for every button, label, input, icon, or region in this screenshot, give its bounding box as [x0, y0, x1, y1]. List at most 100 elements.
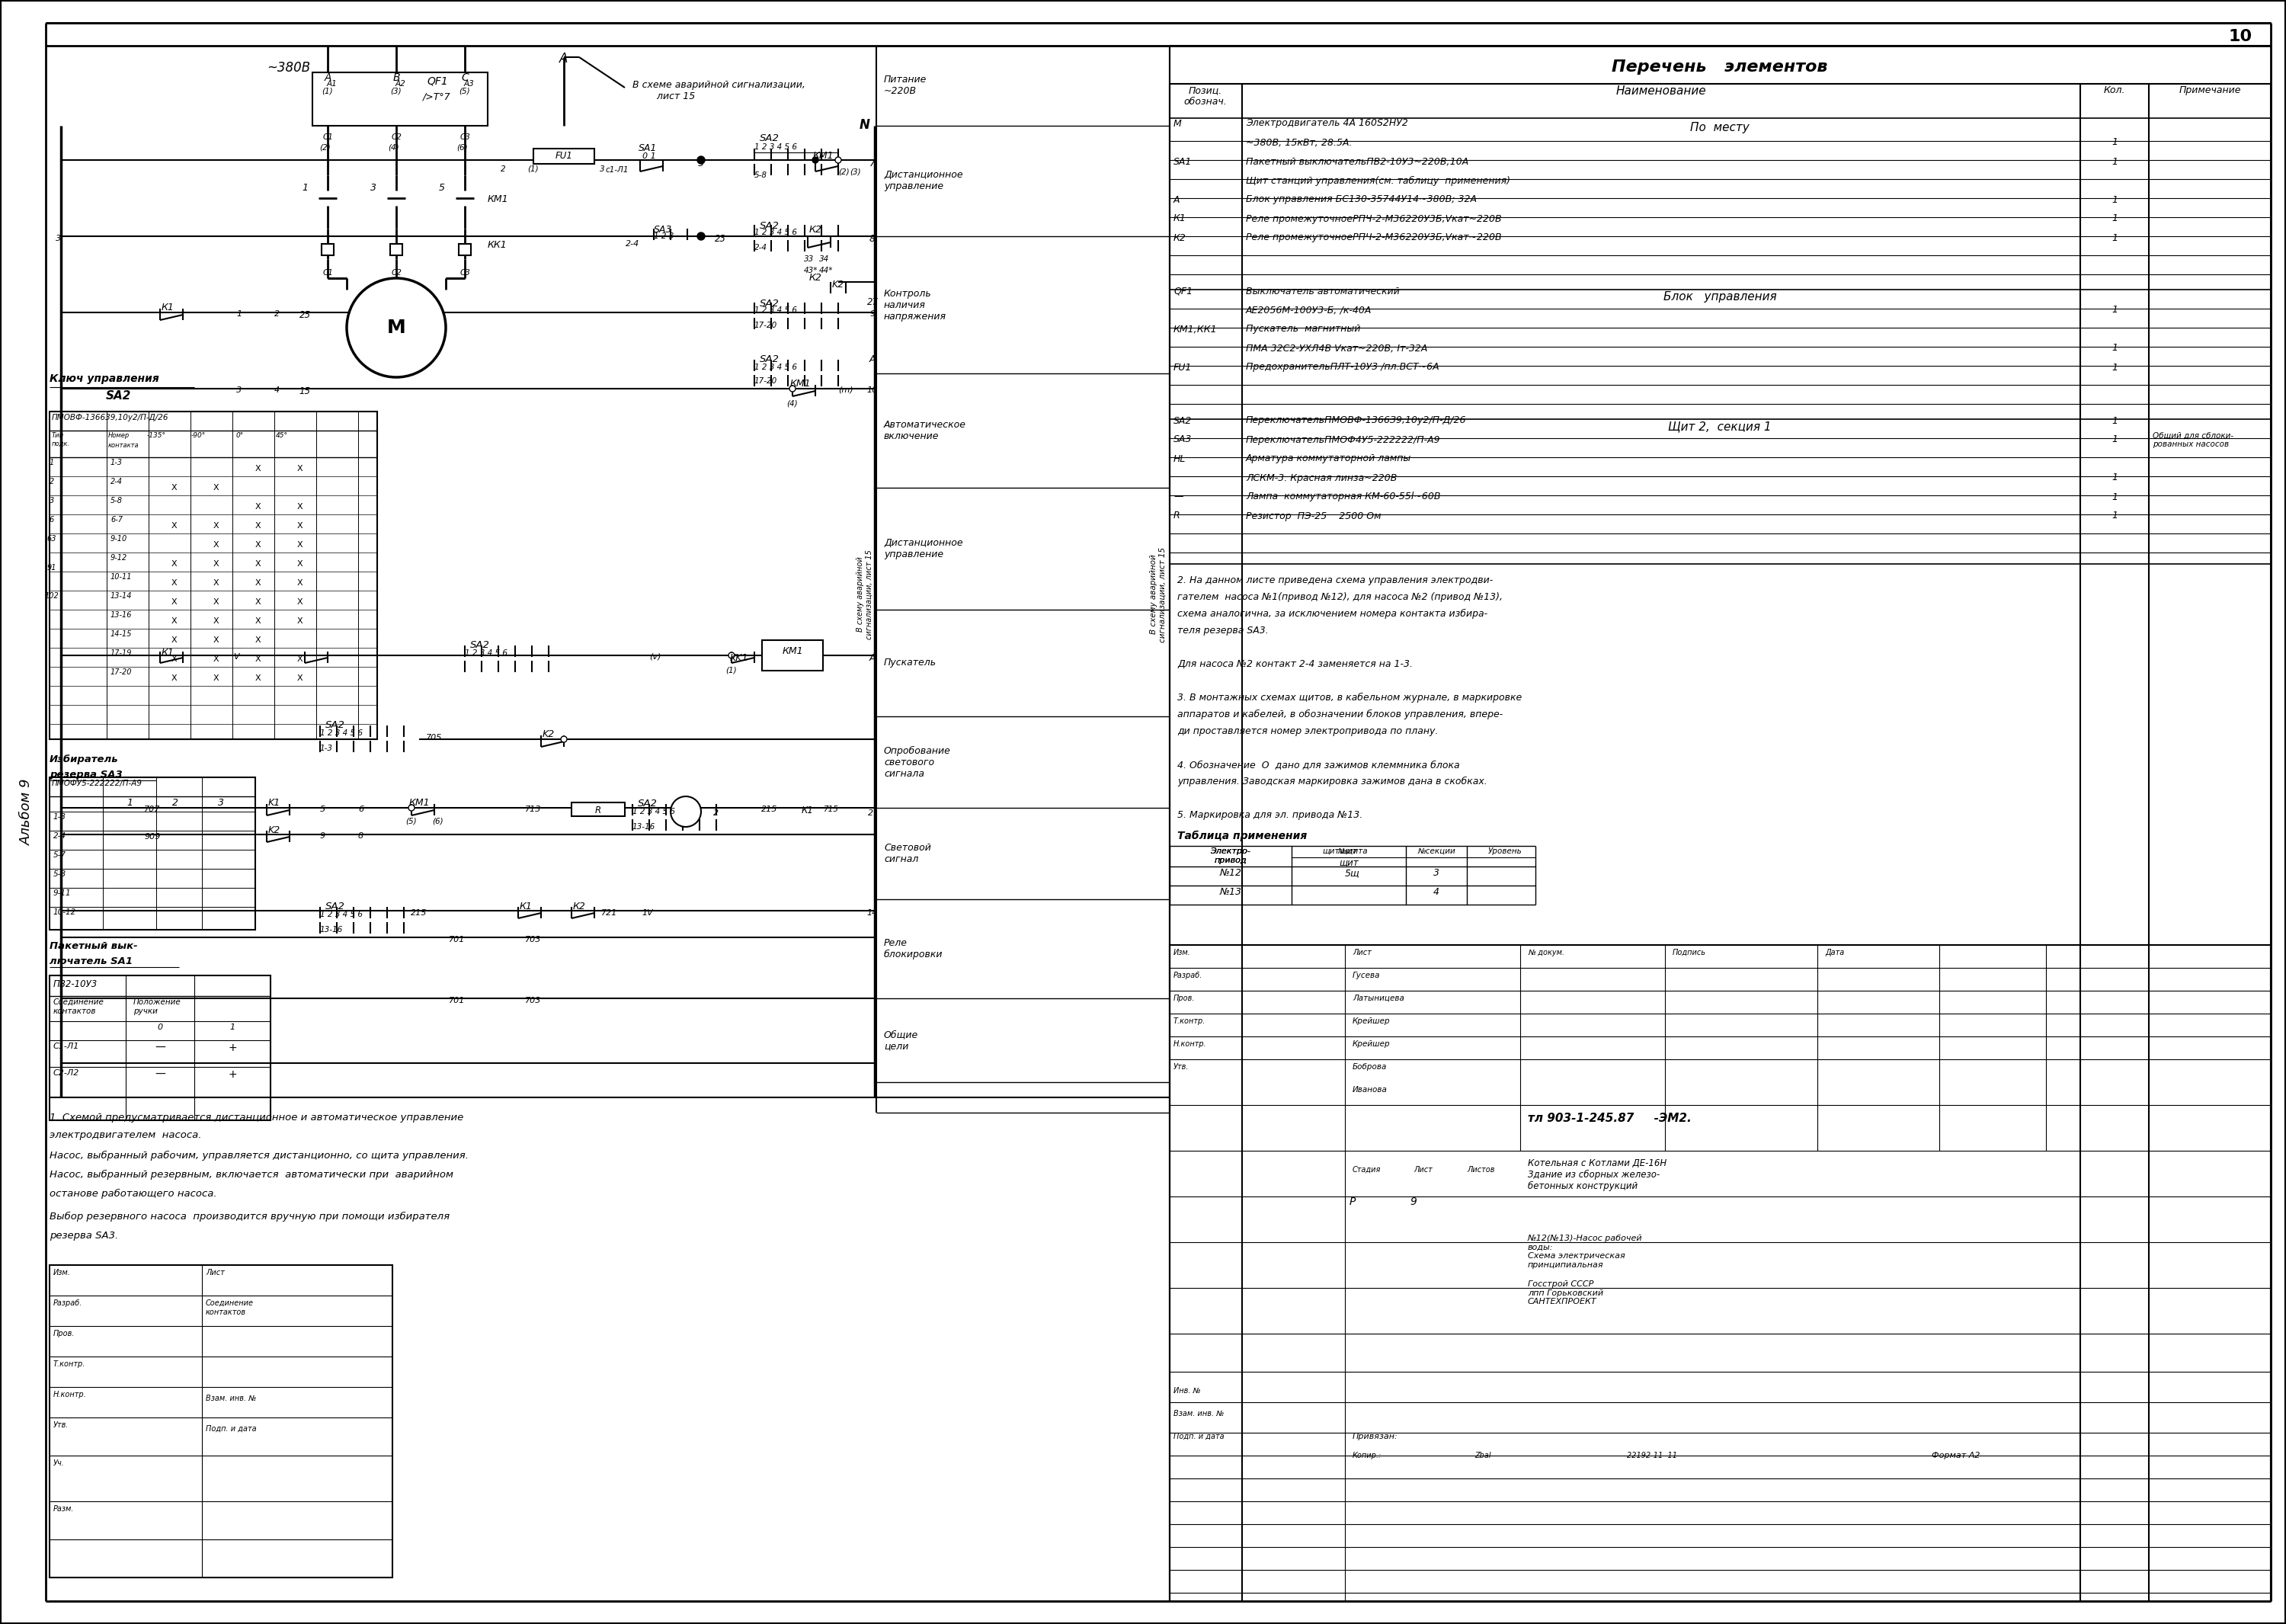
Text: ЛСКМ-3. Красная линза~220В: ЛСКМ-3. Красная линза~220В	[1246, 473, 1397, 482]
Text: QF1: QF1	[1173, 286, 1193, 296]
Text: Реле
блокировки: Реле блокировки	[885, 939, 942, 960]
Text: FU1: FU1	[1173, 362, 1191, 372]
Text: (3): (3)	[850, 167, 862, 175]
Text: Примечание: Примечание	[2179, 86, 2240, 96]
Text: А2: А2	[395, 80, 405, 88]
Text: 3: 3	[1433, 867, 1440, 879]
Text: Уч.: Уч.	[53, 1460, 64, 1466]
Text: 1. Схемой предусматривается дистанционное и автоматическое управление: 1. Схемой предусматривается дистанционно…	[50, 1112, 464, 1122]
Text: Крейшер: Крейшер	[1353, 1041, 1390, 1047]
Text: С3: С3	[459, 270, 471, 276]
Text: Общий для сблоки-
рованных насосов: Общий для сблоки- рованных насосов	[2153, 432, 2233, 448]
Text: X: X	[297, 560, 302, 568]
Text: Лист: Лист	[1413, 1166, 1433, 1174]
Text: 9-12: 9-12	[110, 554, 128, 562]
Text: 215: 215	[411, 909, 427, 918]
Text: —: —	[155, 1069, 165, 1080]
Text: Латыницева: Латыницева	[1353, 994, 1404, 1002]
Text: (m): (m)	[839, 387, 853, 395]
Text: SA2: SA2	[759, 354, 780, 364]
Text: 14-15: 14-15	[110, 630, 133, 638]
Text: 25: 25	[299, 310, 311, 320]
Text: X: X	[171, 674, 176, 682]
Text: ПМОФУ5-222222/П-А9: ПМОФУ5-222222/П-А9	[53, 780, 142, 788]
Bar	[459, 244, 471, 255]
Text: 1V: 1V	[642, 909, 654, 918]
Text: X: X	[213, 484, 219, 492]
Text: 713: 713	[526, 806, 542, 814]
Circle shape	[409, 806, 414, 810]
Text: Реле промежуточноеРПЧ-2-М36220У3Б,Vкат~220В: Реле промежуточноеРПЧ-2-М36220У3Б,Vкат~2…	[1246, 232, 1502, 242]
Text: Для насоса №2 контакт 2-4 заменяется на 1-3.: Для насоса №2 контакт 2-4 заменяется на …	[1177, 659, 1413, 669]
Circle shape	[670, 796, 702, 827]
Text: К1: К1	[162, 302, 174, 312]
Text: 1 2 3 4 5 6: 1 2 3 4 5 6	[320, 911, 363, 918]
Text: X: X	[297, 598, 302, 606]
Text: Изм.: Изм.	[53, 1268, 71, 1276]
Text: Пакетный вык-: Пакетный вык-	[50, 942, 137, 952]
Text: Автоматическое
включение: Автоматическое включение	[885, 421, 967, 442]
Text: 1: 1	[302, 184, 309, 193]
Bar	[50, 1265, 393, 1577]
Text: 2: 2	[713, 809, 720, 817]
Text: К2: К2	[809, 273, 821, 283]
Text: Перечень   элементов: Перечень элементов	[1612, 60, 1829, 75]
Text: 0 1: 0 1	[642, 153, 656, 161]
Text: (1): (1)	[528, 166, 539, 174]
Text: Разраб.: Разраб.	[53, 1299, 82, 1307]
Text: X: X	[297, 617, 302, 625]
Text: A: A	[560, 52, 569, 65]
Text: SA2: SA2	[638, 799, 658, 809]
Text: Ключ управления: Ключ управления	[50, 374, 160, 385]
Text: (6): (6)	[457, 143, 469, 151]
Text: 44*: 44*	[818, 266, 832, 274]
Text: R: R	[1173, 512, 1180, 521]
Text: 2-4: 2-4	[110, 477, 123, 486]
Text: N: N	[860, 119, 871, 132]
Text: 5-7: 5-7	[53, 851, 66, 859]
Text: 13-16: 13-16	[110, 611, 133, 619]
Text: Лист: Лист	[206, 1268, 224, 1276]
Text: K2: K2	[267, 825, 281, 835]
Text: SA2: SA2	[105, 390, 130, 401]
Text: 10-12: 10-12	[53, 908, 75, 916]
Text: К2: К2	[809, 224, 821, 235]
Text: 5щ: 5щ	[1344, 867, 1360, 879]
Text: Стадия: Стадия	[1353, 1166, 1381, 1174]
Bar	[1170, 945, 2270, 1601]
Text: 3. В монтажных схемах щитов, в кабельном журнале, в маркировке: 3. В монтажных схемах щитов, в кабельном…	[1177, 693, 1522, 703]
Text: X: X	[213, 521, 219, 529]
Text: тл 903-1-245.87     -ЭМ2.: тл 903-1-245.87 -ЭМ2.	[1527, 1112, 1692, 1124]
Text: 14: 14	[866, 909, 878, 918]
Text: Т.контр.: Т.контр.	[53, 1361, 85, 1367]
Text: Подпись: Подпись	[1673, 948, 1705, 957]
Text: X: X	[213, 617, 219, 625]
Text: 91: 91	[48, 564, 57, 572]
Text: Позиц.
обознач.: Позиц. обознач.	[1184, 86, 1228, 107]
Text: 8: 8	[869, 234, 876, 244]
Text: 3: 3	[235, 387, 242, 395]
Text: щит: щит	[1321, 848, 1340, 856]
Text: Альбом 9: Альбом 9	[21, 778, 34, 844]
Text: 2: 2	[501, 166, 505, 174]
Text: —: —	[155, 1043, 165, 1054]
Text: 1: 1	[50, 458, 55, 466]
Text: 5: 5	[439, 184, 446, 193]
Text: Пакетный выключательПВ2-10У3~220В;10А: Пакетный выключательПВ2-10У3~220В;10А	[1246, 156, 1468, 167]
Text: Кол.: Кол.	[2103, 86, 2126, 96]
Text: 43*: 43*	[805, 266, 818, 274]
Text: Номер: Номер	[107, 432, 130, 438]
Text: X: X	[213, 560, 219, 568]
Text: К2: К2	[574, 901, 585, 911]
Text: 1: 1	[235, 310, 242, 318]
Text: 215: 215	[761, 806, 777, 814]
Text: X: X	[171, 560, 176, 568]
Text: X: X	[297, 521, 302, 529]
Text: 1 2 3 4 5 6: 1 2 3 4 5 6	[320, 729, 363, 737]
Text: Дистанционное
управление: Дистанционное управление	[885, 171, 962, 192]
Text: +: +	[229, 1043, 238, 1054]
Text: 701: 701	[448, 997, 466, 1004]
Text: 703: 703	[526, 935, 542, 944]
Text: Подп. и дата: Подп. и дата	[1173, 1432, 1225, 1440]
Text: Общие
цели: Общие цели	[885, 1030, 919, 1051]
